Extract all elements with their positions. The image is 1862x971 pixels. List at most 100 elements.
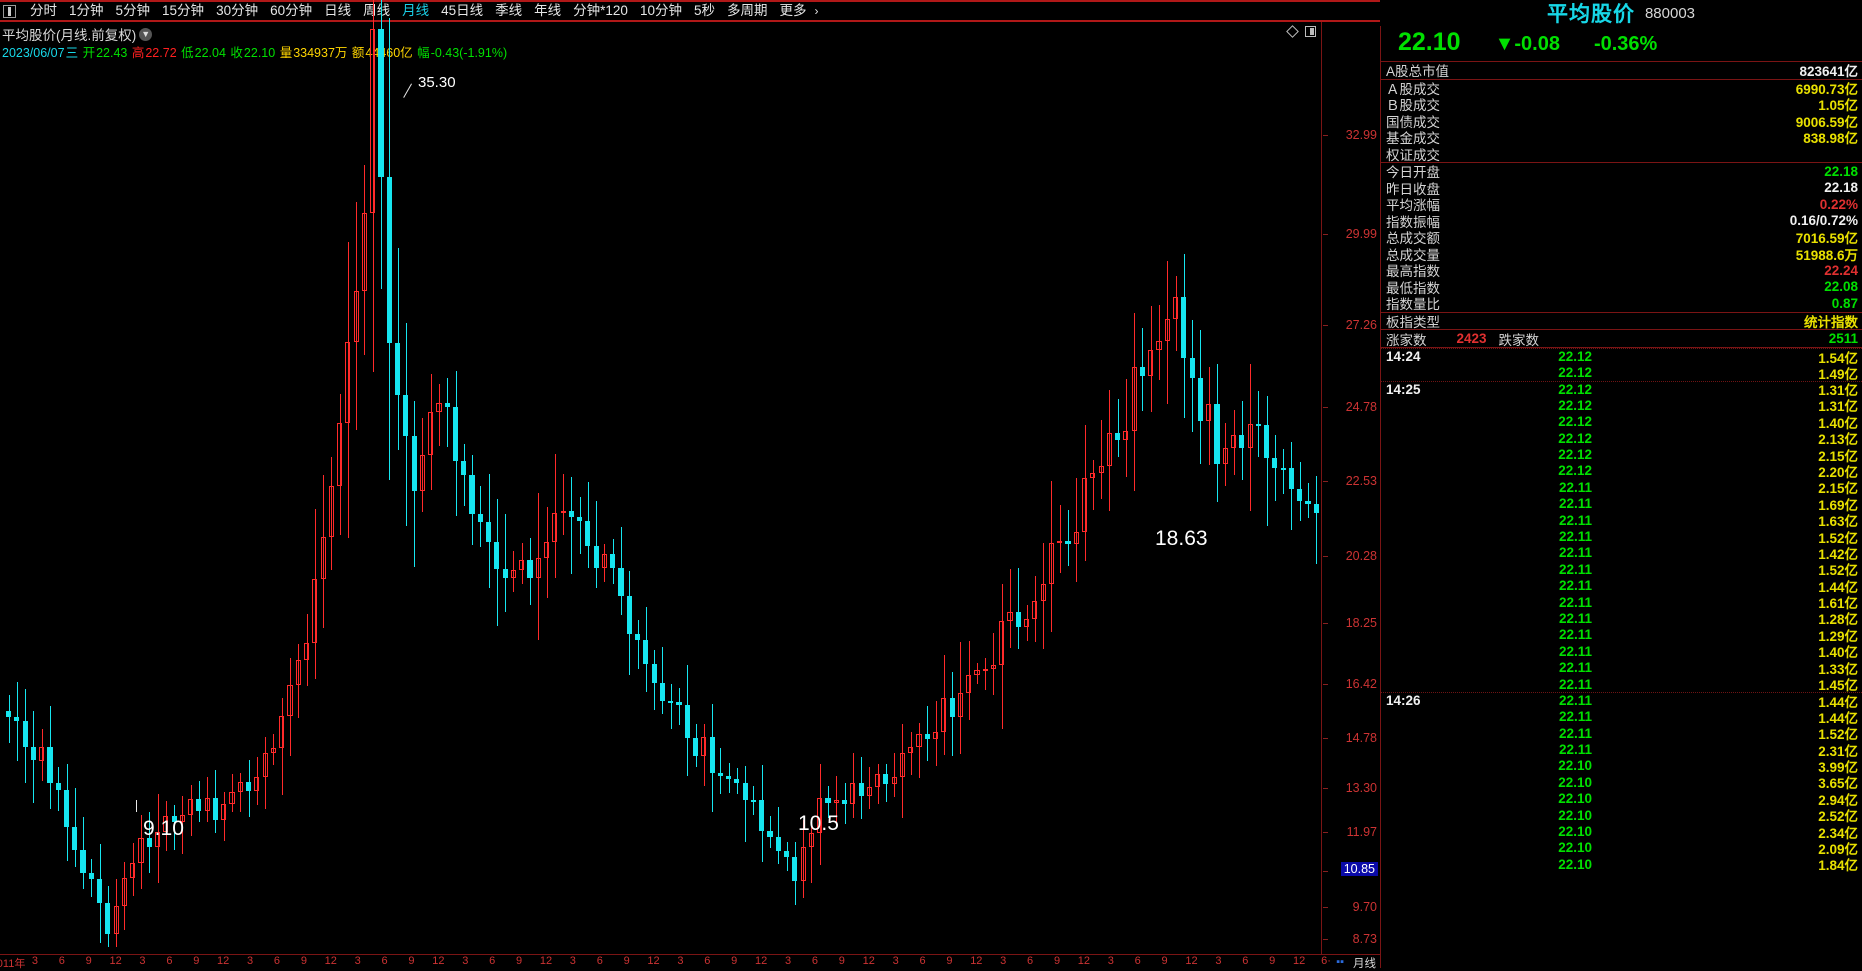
tick-row[interactable]: 22.10 2.34亿: [1380, 823, 1862, 841]
quote-code: 880003: [1644, 4, 1696, 22]
tick-amount: 1.52亿: [1818, 530, 1858, 546]
tick-row[interactable]: 22.11 1.44亿: [1380, 709, 1862, 726]
tick-row[interactable]: 22.10 2.52亿: [1380, 807, 1862, 825]
period-tab-13[interactable]: 10分钟: [639, 3, 682, 18]
tick-row[interactable]: 22.11 2.15亿: [1380, 479, 1862, 497]
tick-row[interactable]: 22.10 3.99亿: [1380, 758, 1862, 775]
period-tab-8[interactable]: 月线: [402, 3, 430, 18]
tick-price: 22.10: [1558, 758, 1592, 774]
candle-body: [626, 595, 632, 635]
date-tick-label: 12: [432, 955, 445, 967]
candle-body: [775, 836, 781, 851]
date-tick-label: 6: [811, 955, 818, 967]
panel-icon[interactable]: [3, 4, 16, 18]
period-tab-10[interactable]: 季线: [495, 3, 523, 18]
more-chevron-icon[interactable]: ›: [814, 4, 819, 18]
date-tick-label: 6: [704, 955, 711, 967]
tick-row[interactable]: 22.12 1.31亿: [1380, 397, 1862, 415]
period-tab-6[interactable]: 日线: [324, 3, 352, 18]
tick-row[interactable]: 22.12 2.15亿: [1380, 446, 1862, 464]
candle-wick: [124, 861, 126, 931]
tick-row[interactable]: 22.11 1.40亿: [1380, 643, 1862, 661]
tick-row[interactable]: 22.10 1.84亿: [1380, 856, 1862, 874]
period-tab-11[interactable]: 年线: [534, 3, 562, 18]
candle-body: [866, 787, 872, 797]
index-stat-label: 总成交额: [1386, 231, 1440, 247]
date-axis-marker: ▪▪: [1336, 956, 1344, 968]
tick-row[interactable]: 22.11 1.52亿: [1380, 561, 1862, 579]
tick-row[interactable]: 14:24 22.12 1.54亿: [1380, 348, 1862, 366]
tick-row[interactable]: 22.11 1.42亿: [1380, 545, 1862, 562]
candle-body: [1090, 472, 1096, 478]
tick-price: 22.12: [1558, 397, 1592, 413]
candle-body: [593, 546, 599, 569]
candle-wick: [1034, 576, 1036, 642]
price-tick-label: 8.73: [1352, 932, 1377, 947]
candle-wick: [1266, 396, 1268, 526]
candle-body: [63, 790, 70, 828]
tick-row[interactable]: 22.11 1.69亿: [1380, 496, 1862, 513]
turnover-label: 国债成交: [1386, 114, 1440, 130]
tick-row[interactable]: 22.11 1.52亿: [1380, 725, 1862, 743]
candle-wick: [1308, 482, 1309, 518]
candle-body: [55, 782, 61, 791]
candle-wick: [1134, 312, 1136, 492]
candle-wick: [1043, 543, 1045, 650]
tick-price: 22.12: [1558, 381, 1592, 397]
period-tab-15[interactable]: 多周期: [726, 3, 768, 18]
turnover-row: 权证成交: [1380, 146, 1862, 163]
decliners-label: 跌家数: [1498, 332, 1540, 348]
candle-body: [188, 798, 194, 815]
period-tab-12[interactable]: 分钟*120: [573, 3, 628, 18]
chart-area[interactable]: 平均股价(月线.前复权) ▼ 2023/06/07三 开22.43 高22.72…: [0, 0, 1380, 970]
tick-amount: 1.33亿: [1818, 661, 1858, 677]
tick-row[interactable]: 22.10 3.65亿: [1380, 774, 1862, 792]
tick-row[interactable]: 22.12 1.49亿: [1380, 364, 1862, 382]
candle-body: [767, 830, 773, 837]
candle-wick: [1010, 568, 1012, 648]
chevron-down-icon[interactable]: ▼: [139, 27, 153, 41]
candle-body: [966, 674, 972, 693]
turnover-row: 国债成交 9006.59亿: [1380, 113, 1862, 130]
tick-row[interactable]: 14:25 22.12 1.31亿: [1380, 380, 1862, 398]
tick-row[interactable]: 22.11 2.31亿: [1380, 741, 1862, 759]
candle-body: [444, 402, 450, 407]
tick-row[interactable]: 22.10 2.09亿: [1380, 840, 1862, 857]
split-panel-icon[interactable]: [1305, 26, 1316, 37]
tick-row[interactable]: 22.11 1.63亿: [1380, 512, 1862, 530]
tick-price: 22.11: [1558, 709, 1592, 725]
period-tab-16[interactable]: 更多: [779, 3, 807, 18]
period-tab-2[interactable]: 5分钟: [115, 3, 151, 18]
tick-list[interactable]: 14:24 22.12 1.54亿 22.12 1.49亿 14:25 22.12 1.31亿…: [1380, 348, 1862, 873]
tick-amount: 1.63亿: [1818, 514, 1858, 530]
tick-row[interactable]: 14:26 22.11 1.44亿: [1380, 692, 1862, 710]
tick-row[interactable]: 22.12 2.20亿: [1380, 463, 1862, 480]
candlestick-plot[interactable]: 35.30 18.63 10.5 9.10: [0, 0, 1322, 968]
tick-row[interactable]: 22.11 1.28亿: [1380, 610, 1862, 628]
index-stat-value: 22.18: [1824, 180, 1858, 196]
date-tick-label: 6: [273, 955, 281, 967]
tick-row[interactable]: 22.11 1.61亿: [1380, 594, 1862, 612]
candle-body: [320, 537, 326, 579]
tick-row[interactable]: 22.11 1.33亿: [1380, 659, 1862, 677]
period-tab-14[interactable]: 5秒: [693, 3, 715, 18]
amount-value: 44460亿: [365, 46, 412, 60]
period-tab-1[interactable]: 1分钟: [69, 3, 104, 18]
tick-row[interactable]: 22.11 1.44亿: [1380, 577, 1862, 595]
period-tab-9[interactable]: 45日线: [441, 3, 484, 18]
tick-row[interactable]: 22.12 2.13亿: [1380, 430, 1862, 448]
tick-row[interactable]: 22.10 2.94亿: [1380, 791, 1862, 808]
period-tab-0[interactable]: 分时: [30, 3, 57, 18]
tick-row[interactable]: 22.11 1.45亿: [1380, 676, 1862, 694]
period-tab-7[interactable]: 周线: [363, 3, 391, 18]
candle-body: [618, 568, 624, 596]
candle-wick: [1051, 480, 1053, 632]
tick-row[interactable]: 22.12 1.40亿: [1380, 414, 1862, 431]
candle-wick: [1076, 478, 1078, 582]
period-tab-5[interactable]: 60分钟: [270, 3, 313, 18]
period-tab-3[interactable]: 15分钟: [162, 3, 205, 18]
tick-row[interactable]: 22.11 1.52亿: [1380, 528, 1862, 546]
tick-row[interactable]: 22.11 1.29亿: [1380, 627, 1862, 644]
period-tab-4[interactable]: 30分钟: [216, 3, 259, 18]
candle-body: [643, 640, 649, 665]
